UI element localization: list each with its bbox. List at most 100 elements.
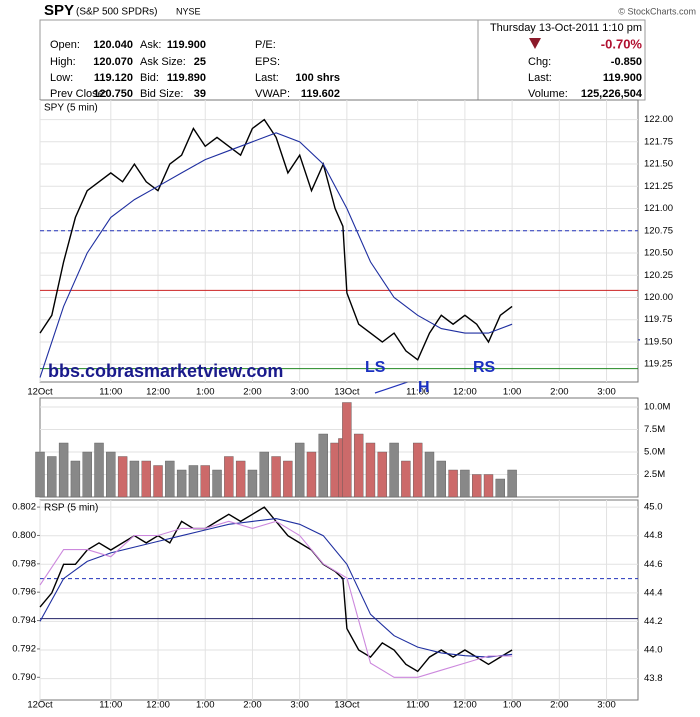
y-tick-label: 121.50 xyxy=(644,159,673,170)
summary-value: 125,226,504 xyxy=(581,88,643,100)
y2-tick-label: 0.792 xyxy=(12,643,36,654)
down-arrow xyxy=(529,38,541,49)
y-tick-label: 121.25 xyxy=(644,181,673,192)
x-tick-label: 11:00 xyxy=(99,700,122,711)
quote-label: Ask Size: xyxy=(140,56,186,68)
volume-bar xyxy=(460,469,470,498)
quote-value: 120.070 xyxy=(93,56,133,68)
copyright: © StockCharts.com xyxy=(618,6,696,16)
x-tick-label: 1:00 xyxy=(196,700,215,711)
x-tick-label: 3:00 xyxy=(597,387,616,398)
quote-label: Last: xyxy=(255,72,279,84)
volume-bar xyxy=(330,442,340,498)
x-tick-label: 2:00 xyxy=(243,700,262,711)
y-tick-label: 119.50 xyxy=(644,336,672,347)
y2-tick-label: 0.798 xyxy=(12,558,36,569)
volume-bar xyxy=(153,465,163,498)
volume-bar xyxy=(436,460,446,498)
quote-label: Open: xyxy=(50,39,80,51)
price-line xyxy=(39,520,513,678)
change-percent: -0.70% xyxy=(601,36,643,51)
volume-bar xyxy=(318,433,328,498)
volume-bar xyxy=(365,442,376,498)
volume-bar xyxy=(495,478,506,498)
x-tick-label: 2:00 xyxy=(550,387,569,398)
quote-label: Low: xyxy=(50,72,73,84)
x-tick-label: 3:00 xyxy=(290,700,309,711)
y-tick-label: 44.2 xyxy=(644,616,663,627)
volume-bar xyxy=(129,460,140,498)
x-tick-label: 12:00 xyxy=(146,387,170,398)
x-tick-label: 3:00 xyxy=(597,700,616,711)
volume-bar xyxy=(401,460,411,498)
y-tick-label: 44.6 xyxy=(644,559,663,570)
x-tick-label: 1:00 xyxy=(196,387,215,398)
quote-label: Ask: xyxy=(140,39,161,51)
panel-title: SPY (5 min) xyxy=(44,103,98,114)
volume-bar xyxy=(70,460,81,498)
x-tick-label: 1:00 xyxy=(503,387,522,398)
volume-bar xyxy=(35,451,45,498)
quote-label: EPS: xyxy=(255,56,280,68)
volume-bar xyxy=(200,465,210,498)
x-tick-label: 12Oct xyxy=(27,700,53,711)
volume-bar xyxy=(58,442,69,498)
quote-value: 39 xyxy=(194,88,206,100)
y2-tick-label: 0.802 xyxy=(12,502,36,513)
y-tick-label: 7.5M xyxy=(644,424,665,435)
x-tick-label: 11:00 xyxy=(99,387,122,398)
volume-bar xyxy=(377,451,387,498)
x-tick-label: 13Oct xyxy=(334,387,360,398)
volume-bar xyxy=(259,451,269,498)
x-tick-label: 12:00 xyxy=(146,700,170,711)
quote-label: Bid: xyxy=(140,72,159,84)
y-tick-label: 121.75 xyxy=(644,136,673,147)
y-tick-label: 44.4 xyxy=(644,587,663,598)
y-tick-label: 2.5M xyxy=(644,469,665,480)
quote-label: Bid Size: xyxy=(140,88,183,100)
volume-bar xyxy=(224,456,234,498)
y-tick-label: 5.0M xyxy=(644,447,665,458)
annotation: H xyxy=(418,379,430,396)
volume-bar xyxy=(235,460,246,498)
x-tick-label: 2:00 xyxy=(550,700,569,711)
y-tick-label: 121.00 xyxy=(644,203,673,214)
summary-label: Last: xyxy=(528,72,552,84)
datetime: Thursday 13-Oct-2011 1:10 pm xyxy=(490,22,642,34)
summary-value: 119.900 xyxy=(603,72,642,84)
x-tick-label: 12Oct xyxy=(27,387,53,398)
summary-label: Volume: xyxy=(528,88,568,100)
x-tick-label: 11:00 xyxy=(406,387,429,398)
volume-bar xyxy=(82,451,92,498)
volume-bar xyxy=(342,402,352,498)
annotation: bbs.cobrasmarketview.com xyxy=(48,361,283,381)
y2-tick-label: 0.794 xyxy=(12,615,36,626)
quote-value: 120.040 xyxy=(93,39,133,51)
y-tick-label: 120.25 xyxy=(644,270,673,281)
price-line xyxy=(39,518,513,658)
security-name: (S&P 500 SPDRs) xyxy=(76,7,158,18)
y-tick-label: 44.0 xyxy=(644,645,663,656)
volume-bar xyxy=(94,442,104,498)
price-line xyxy=(39,118,513,361)
quote-value: 100 shrs xyxy=(295,72,340,84)
volume-bar xyxy=(176,469,187,498)
quote-label: Prev Close: xyxy=(50,88,107,100)
price-line xyxy=(39,506,513,673)
y2-tick-label: 0.800 xyxy=(12,530,36,541)
y-tick-label: 120.50 xyxy=(644,248,673,259)
volume-bar xyxy=(247,469,258,498)
volume-bar xyxy=(47,456,57,498)
quote-label: High: xyxy=(50,56,76,68)
panel-frame xyxy=(39,99,639,383)
volume-bar xyxy=(165,460,175,498)
volume-bar xyxy=(141,460,151,498)
quote-value: 120.750 xyxy=(93,88,133,100)
volume-bar xyxy=(353,433,364,498)
y-tick-label: 43.8 xyxy=(644,673,663,684)
volume-bar xyxy=(306,451,317,498)
volume-bar xyxy=(106,451,116,498)
y-tick-label: 119.25 xyxy=(644,359,672,370)
annotation: RS xyxy=(473,359,496,376)
